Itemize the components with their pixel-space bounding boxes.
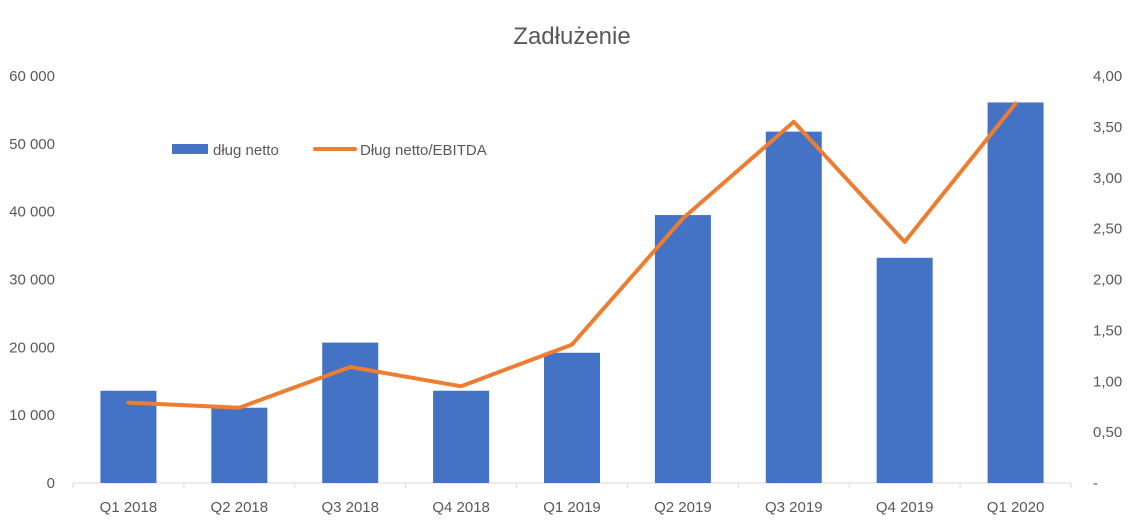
x-axis-tick-label: Q1 2020 bbox=[987, 499, 1045, 516]
x-axis-ticks: Q1 2018 Q2 2018 Q3 2018 Q4 2018 Q1 2019 Q2 20… bbox=[100, 499, 1045, 516]
x-axis-tick-label: Q1 2018 bbox=[100, 499, 158, 516]
axes bbox=[72, 482, 1072, 488]
right-axis-tick-label: 1,00 bbox=[1093, 373, 1122, 390]
line-series bbox=[126, 101, 1018, 410]
x-axis-tick-label: Q3 2018 bbox=[321, 499, 379, 516]
left-axis-tick-label: 40 000 bbox=[9, 204, 55, 221]
bar bbox=[211, 407, 268, 483]
left-axis-tick-label: 0 bbox=[47, 475, 55, 492]
legend-label-line: Dług netto/EBITDA bbox=[360, 142, 487, 159]
right-axis-tick-label: 3,00 bbox=[1093, 170, 1122, 187]
x-axis-tick-label: Q4 2018 bbox=[432, 499, 490, 516]
bar bbox=[987, 102, 1044, 483]
legend-swatch-bar bbox=[172, 144, 208, 154]
right-axis-tick-label: 4,00 bbox=[1093, 68, 1122, 85]
chart-title: Zadłużenie bbox=[513, 23, 630, 50]
bar bbox=[544, 352, 600, 483]
bar bbox=[100, 390, 157, 483]
bar bbox=[876, 257, 933, 483]
bar bbox=[433, 390, 490, 483]
legend-label-bar: dług netto bbox=[213, 142, 279, 159]
x-axis-tick-label: Q4 2019 bbox=[876, 499, 934, 516]
x-axis-tick-label: Q2 2019 bbox=[654, 499, 712, 516]
right-axis-tick-label: 1,50 bbox=[1093, 322, 1122, 339]
bar-series bbox=[100, 102, 1044, 483]
line-path bbox=[126, 101, 1018, 410]
right-axis-tick-label: 3,50 bbox=[1093, 119, 1122, 136]
x-axis-tick-label: Q1 2019 bbox=[543, 499, 601, 516]
left-axis-tick-label: 20 000 bbox=[9, 339, 55, 356]
x-axis-tick-label: Q3 2019 bbox=[765, 499, 823, 516]
right-axis-tick-label: - bbox=[1093, 475, 1098, 492]
right-axis-tick-label: 2,50 bbox=[1093, 221, 1122, 238]
left-axis-ticks: 0 10 000 20 000 30 000 40 000 50 000 60 000 bbox=[9, 68, 55, 492]
bar bbox=[765, 131, 822, 483]
left-axis-tick-label: 10 000 bbox=[9, 407, 55, 424]
left-axis-tick-label: 30 000 bbox=[9, 272, 55, 289]
left-axis-tick-label: 60 000 bbox=[9, 68, 55, 85]
right-axis-ticks: - 0,50 1,00 1,50 2,00 2,50 3,00 3,50 4,00 bbox=[1093, 68, 1122, 492]
legend: dług netto Dług netto/EBITDA bbox=[172, 142, 487, 159]
x-axis-tick-label: Q2 2018 bbox=[211, 499, 269, 516]
right-axis-tick-label: 2,00 bbox=[1093, 272, 1122, 289]
bar bbox=[654, 215, 711, 483]
bar bbox=[322, 342, 379, 483]
left-axis-tick-label: 50 000 bbox=[9, 136, 55, 153]
right-axis-tick-label: 0,50 bbox=[1093, 424, 1122, 441]
